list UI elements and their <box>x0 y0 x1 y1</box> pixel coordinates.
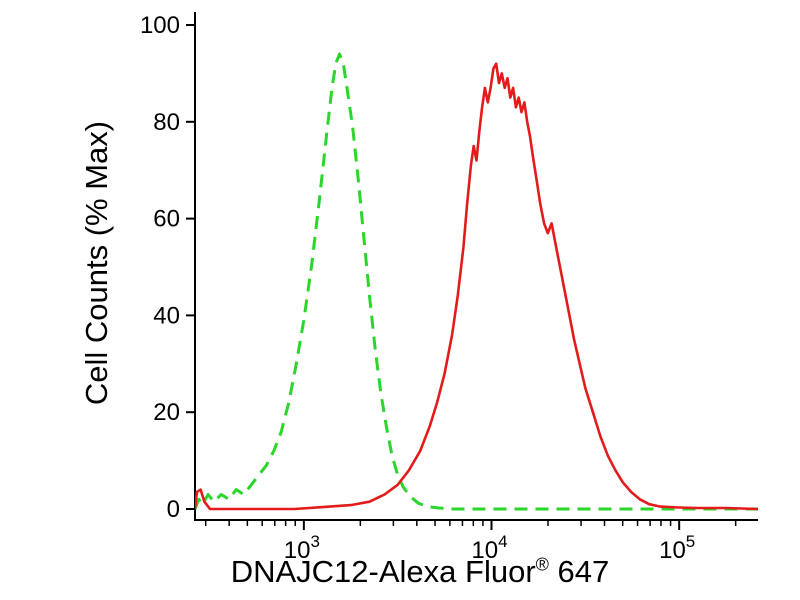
x-axis-title: DNAJC12-Alexa Fluor® 647 <box>40 554 800 590</box>
y-axis-title: Cell Counts (% Max) <box>79 120 114 406</box>
x-tick-label: 103 <box>284 532 320 564</box>
registered-trademark-icon: ® <box>535 554 549 575</box>
y-tick-label: 20 <box>153 399 180 426</box>
x-tick-label: 104 <box>471 532 507 564</box>
y-tick-label: 60 <box>153 206 180 233</box>
y-tick-label: 0 <box>167 496 180 523</box>
green-dashed-curve <box>195 52 758 511</box>
x-axis-title-number: 647 <box>548 554 610 589</box>
y-tick-label: 80 <box>153 109 180 136</box>
x-tick-label: 105 <box>659 532 695 564</box>
y-tick-label: 40 <box>153 302 180 329</box>
red-solid-curve <box>195 62 758 511</box>
x-axis-title-text: DNAJC12-Alexa Fluor <box>230 554 536 589</box>
y-tick-label: 100 <box>140 12 180 39</box>
